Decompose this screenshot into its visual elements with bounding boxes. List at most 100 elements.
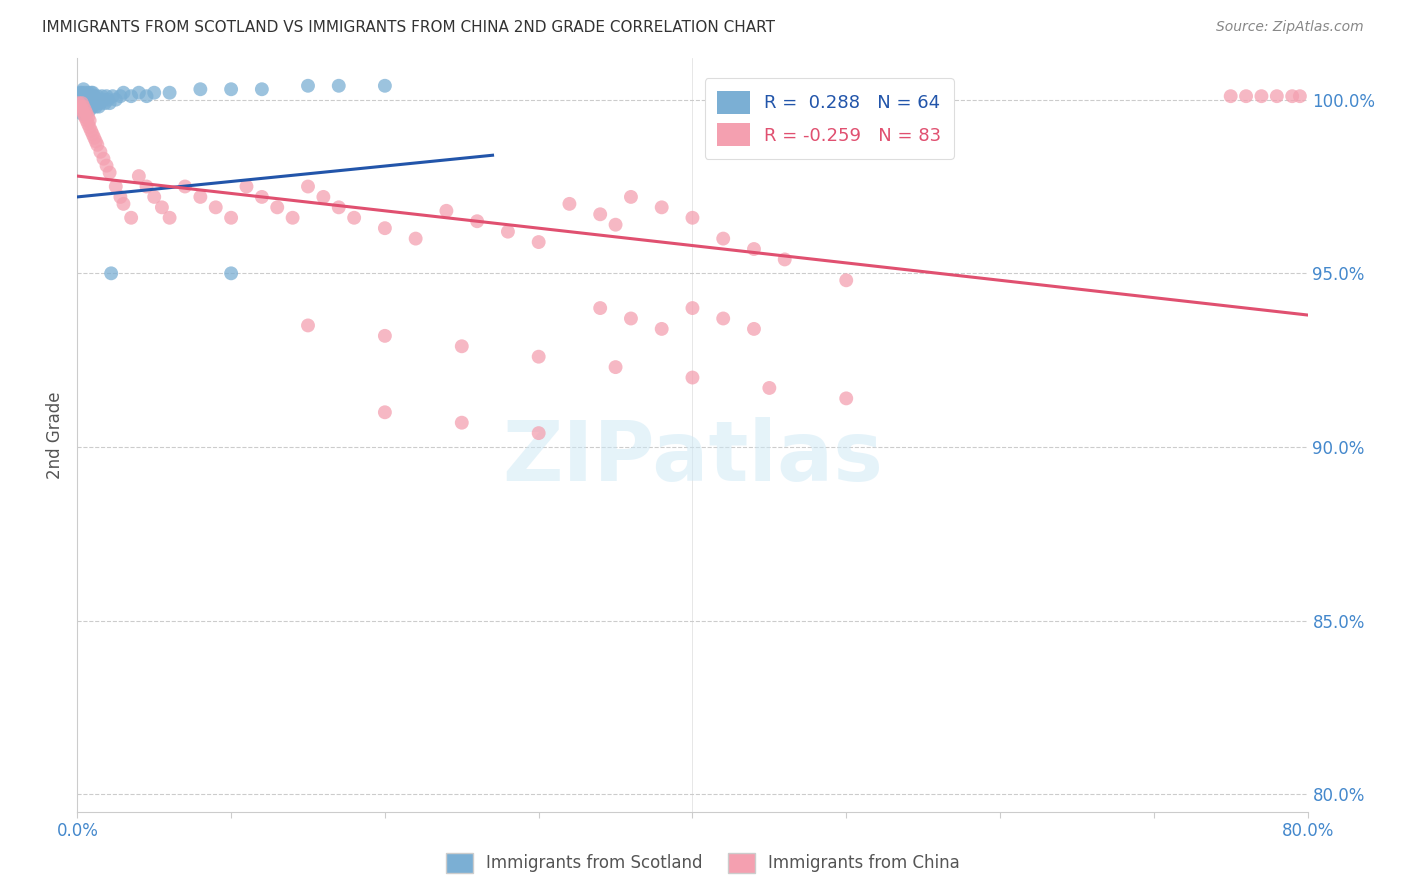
Point xyxy=(682,211,704,225)
Point xyxy=(83,89,105,103)
Point xyxy=(70,96,93,111)
Point xyxy=(79,120,101,135)
Point xyxy=(110,89,132,103)
Point xyxy=(96,89,118,103)
Text: Source: ZipAtlas.com: Source: ZipAtlas.com xyxy=(1216,20,1364,34)
Point xyxy=(297,179,319,194)
Point xyxy=(83,131,105,145)
Point xyxy=(79,89,101,103)
Point xyxy=(90,89,114,103)
Point xyxy=(128,169,150,183)
Point xyxy=(188,190,212,204)
Point xyxy=(711,311,734,326)
Point xyxy=(374,329,396,343)
Point xyxy=(72,96,94,111)
Point xyxy=(1265,89,1288,103)
Point xyxy=(84,93,107,107)
Point xyxy=(620,190,643,204)
Point xyxy=(758,381,780,395)
Point xyxy=(250,82,273,96)
Point xyxy=(651,322,673,336)
Point xyxy=(527,350,550,364)
Point xyxy=(93,152,115,166)
Point xyxy=(219,266,242,280)
Point xyxy=(465,214,488,228)
Point xyxy=(104,179,127,194)
Point xyxy=(73,100,96,114)
Point xyxy=(143,86,166,100)
Point xyxy=(80,93,103,107)
Point xyxy=(835,273,858,287)
Point xyxy=(76,103,98,117)
Point xyxy=(135,89,157,103)
Point xyxy=(266,200,288,214)
Point xyxy=(77,93,100,107)
Point xyxy=(250,190,273,204)
Point xyxy=(104,93,127,107)
Point xyxy=(73,86,96,100)
Point xyxy=(84,100,107,114)
Point xyxy=(77,117,100,131)
Point xyxy=(72,89,94,103)
Point xyxy=(343,211,366,225)
Point xyxy=(76,96,98,111)
Point xyxy=(450,416,472,430)
Point xyxy=(70,103,93,117)
Point xyxy=(188,82,212,96)
Point xyxy=(589,207,612,221)
Point xyxy=(297,78,319,93)
Point xyxy=(69,89,91,103)
Point xyxy=(235,179,257,194)
Point xyxy=(72,106,94,120)
Point xyxy=(159,86,181,100)
Point xyxy=(110,190,132,204)
Point xyxy=(558,197,581,211)
Point xyxy=(150,200,173,214)
Point xyxy=(436,203,458,218)
Point xyxy=(101,89,124,103)
Point xyxy=(72,103,94,117)
Point xyxy=(70,86,93,100)
Point xyxy=(82,128,104,142)
Point xyxy=(76,106,98,120)
Point xyxy=(773,252,796,267)
Point xyxy=(328,78,350,93)
Point xyxy=(450,339,472,353)
Point xyxy=(682,370,704,384)
Point xyxy=(77,86,100,100)
Point xyxy=(374,221,396,235)
Point xyxy=(1219,89,1241,103)
Point xyxy=(84,134,107,148)
Point xyxy=(86,96,108,111)
Point xyxy=(711,231,734,245)
Point xyxy=(87,93,110,107)
Point xyxy=(527,426,550,441)
Point xyxy=(67,93,90,107)
Point xyxy=(742,242,765,256)
Point xyxy=(651,200,673,214)
Point xyxy=(73,106,96,120)
Point xyxy=(605,360,627,375)
Point xyxy=(87,100,110,114)
Point xyxy=(204,200,226,214)
Text: IMMIGRANTS FROM SCOTLAND VS IMMIGRANTS FROM CHINA 2ND GRADE CORRELATION CHART: IMMIGRANTS FROM SCOTLAND VS IMMIGRANTS F… xyxy=(42,20,775,35)
Point xyxy=(70,100,93,114)
Point xyxy=(79,113,101,128)
Point xyxy=(682,301,704,315)
Point xyxy=(589,301,612,315)
Point xyxy=(86,137,108,152)
Point xyxy=(80,124,103,138)
Point xyxy=(135,179,157,194)
Point xyxy=(70,93,93,107)
Point xyxy=(219,211,242,225)
Point xyxy=(1234,89,1257,103)
Point xyxy=(100,266,122,280)
Y-axis label: 2nd Grade: 2nd Grade xyxy=(46,391,65,479)
Point xyxy=(93,93,115,107)
Point xyxy=(72,100,94,114)
Point xyxy=(297,318,319,333)
Point xyxy=(76,113,98,128)
Point xyxy=(69,103,91,117)
Point xyxy=(328,200,350,214)
Point xyxy=(312,190,335,204)
